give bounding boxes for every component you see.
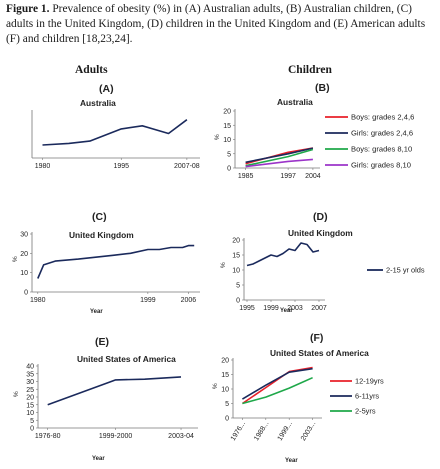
- panel-f-title: United States of America: [270, 348, 369, 358]
- panel-a-x-tick-label: 2007-08: [174, 163, 200, 170]
- panel-d-legend-label-0: 2-15 yr olds: [386, 266, 425, 275]
- panel-e-y-tick-label: 30: [26, 379, 34, 386]
- panel-a-series-line-0: [42, 119, 188, 146]
- panel-d-y-tick-label: 20: [232, 238, 240, 245]
- panel-d-y-tick-label: 5: [236, 283, 240, 290]
- panel-f-series-line-2: [242, 376, 313, 405]
- panel-e-y-tick-label: 35: [26, 371, 34, 378]
- panel-f-x-axis-label: Year: [285, 458, 298, 464]
- panel-e-x-tick-label: 2003-04: [168, 433, 194, 440]
- panel-e-x-tick-label: 1976-80: [35, 433, 61, 440]
- panel-f-y-tick-label: 10: [221, 387, 229, 394]
- panel-d-y-tick-label: 15: [232, 253, 240, 260]
- figure-caption-text: Prevalence of obesity (%) in (A) Austral…: [6, 3, 426, 45]
- panel-e-x-tick-label: 1999-2000: [99, 433, 133, 440]
- panel-d-x-tick-label: 2003: [287, 305, 303, 312]
- panel-a-x-tick-label: 1995: [113, 163, 129, 170]
- panel-e-y-tick-label: 25: [26, 387, 34, 394]
- panel-f-y-tick-label: 0: [225, 416, 229, 423]
- panel-b-x-tick-label: 1997: [280, 173, 296, 180]
- panel-b-y-tick-label: 10: [223, 137, 231, 144]
- column-header-children: Children: [288, 64, 332, 76]
- panel-a-x-tick-label: 1980: [35, 163, 51, 170]
- panel-f-y-tick-label: 20: [221, 358, 229, 365]
- panel-e-y-tick-label: 15: [26, 402, 34, 409]
- panel-b-x-tick-label: 1985: [238, 173, 254, 180]
- panel-f-x-tick-label: 2003...: [300, 420, 317, 442]
- panel-c-series-line-0: [37, 244, 195, 279]
- panel-f-legend-label-2: 2-5yrs: [355, 407, 376, 416]
- panel-b-legend-label-1: Girls: grades 2,4,6: [351, 129, 413, 138]
- panel-f-series-line-0: [241, 366, 313, 405]
- panel-b-title: Australia: [277, 97, 313, 107]
- panel-e-y-tick-label: 5: [30, 418, 34, 425]
- panel-e-y-tick-label: 0: [30, 426, 34, 433]
- panel-f-y-tick-label: 15: [221, 372, 229, 379]
- panel-c-y-tick-label: 10: [20, 270, 28, 277]
- panel-f-series-line-1: [241, 367, 313, 400]
- column-header-adults: Adults: [75, 64, 108, 76]
- panel-a-label: (A): [99, 83, 114, 95]
- panel-c-y-tick-label: 30: [20, 232, 28, 239]
- panel-c-label: (C): [92, 211, 107, 223]
- panel-b-series-line-3: [245, 158, 313, 168]
- panel-f-x-tick-label: 1976...: [230, 420, 247, 442]
- panel-b-series-line-2: [245, 148, 314, 167]
- panel-c-y-tick-label: 0: [24, 290, 28, 297]
- panel-b-y-axis-label: %: [214, 134, 221, 140]
- panel-e-label: (E): [95, 336, 109, 348]
- panel-c-x-tick-label: 1999: [140, 297, 156, 304]
- panel-d-title: United Kingdom: [288, 228, 353, 238]
- panel-b-legend-label-2: Boys: grades 8,10: [351, 145, 412, 154]
- panel-b-y-tick-label: 15: [223, 123, 231, 130]
- panel-c-y-axis-label: %: [12, 256, 19, 262]
- panel-f-x-tick-label: 1999...: [277, 420, 294, 442]
- figure-label: Figure 1.: [6, 3, 50, 15]
- panel-b-legend-label-0: Boys: grades 2,4,6: [351, 113, 414, 122]
- panel-e-y-tick-label: 10: [26, 410, 34, 417]
- panel-f-x-tick-label: 1988...: [253, 420, 270, 442]
- panel-b-x-tick-label: 2004: [305, 173, 321, 180]
- panel-f-legend-label-1: 6-11yrs: [355, 392, 379, 401]
- panel-c-x-tick-label: 1980: [30, 297, 46, 304]
- figure-caption: Figure 1. Prevalence of obesity (%) in (…: [6, 2, 436, 47]
- panel-d-x-axis-label: Year: [280, 308, 293, 314]
- panel-c-title: United Kingdom: [69, 230, 134, 240]
- panel-f-y-axis-label: %: [212, 383, 219, 389]
- panel-f-y-tick-label: 5: [225, 401, 229, 408]
- panel-d-y-tick-label: 10: [232, 268, 240, 275]
- panel-e-series-line-0: [47, 376, 182, 406]
- panel-d-x-tick-label: 1999: [263, 305, 279, 312]
- panel-d-series-line-0: [246, 242, 320, 267]
- panel-d-y-tick-label: 0: [236, 298, 240, 305]
- panel-b-y-tick-label: 0: [227, 166, 231, 173]
- panel-e-y-axis-label: %: [13, 391, 20, 397]
- panel-c-x-axis-label: Year: [90, 309, 103, 315]
- panel-b-legend-label-3: Girls: grades 8,10: [351, 161, 411, 170]
- panel-d-label: (D): [313, 211, 328, 223]
- panel-e-y-tick-label: 20: [26, 395, 34, 402]
- panel-b-label: (B): [315, 82, 330, 94]
- panel-a-title: Australia: [80, 98, 116, 108]
- panel-b-y-tick-label: 20: [223, 109, 231, 116]
- panel-f-label: (F): [310, 332, 323, 344]
- panel-e-y-tick-label: 40: [26, 364, 34, 371]
- panel-e-x-axis-label: Year: [92, 456, 105, 462]
- panel-d-x-tick-label: 1995: [239, 305, 255, 312]
- panel-c-x-tick-label: 2006: [181, 297, 197, 304]
- panel-d-y-axis-label: %: [220, 262, 227, 268]
- panel-f-legend-label-0: 12-19yrs: [355, 377, 384, 386]
- panel-c-y-tick-label: 20: [20, 251, 28, 258]
- panel-b-series-line-1: [245, 147, 314, 164]
- panel-b-y-tick-label: 5: [227, 151, 231, 158]
- panel-e-title: United States of America: [77, 354, 176, 364]
- panel-d-x-tick-label: 2007: [311, 305, 327, 312]
